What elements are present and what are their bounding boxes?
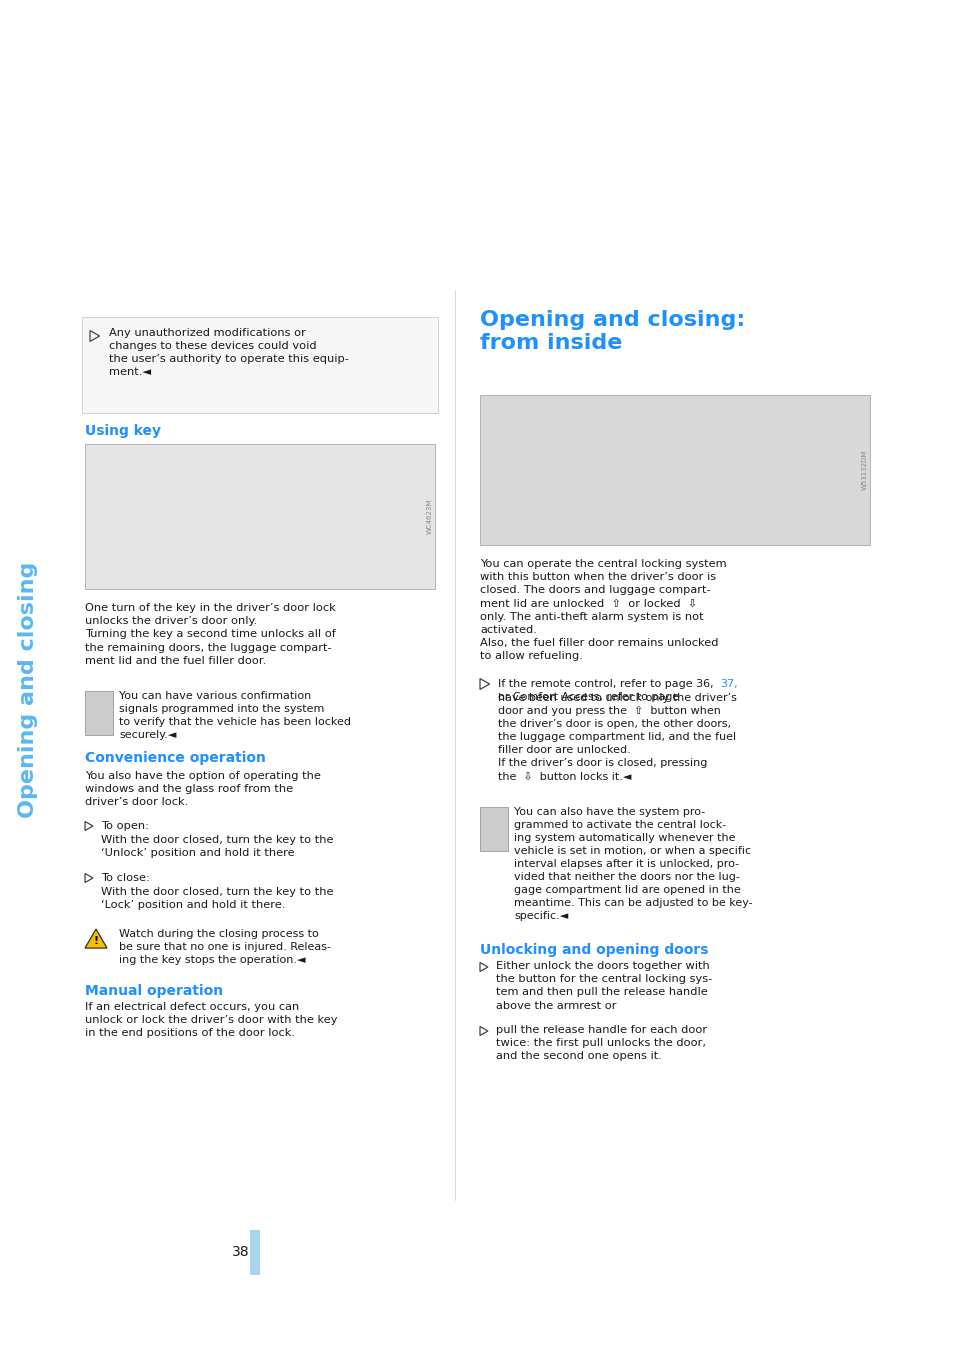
Text: You can operate the central locking system
with this button when the driver’s do: You can operate the central locking syst… (479, 559, 726, 662)
Text: If the remote control, refer to page 36,
or Comfort Access, refer to page: If the remote control, refer to page 36,… (497, 680, 713, 703)
Text: If an electrical defect occurs, you can
unlock or lock the driver’s door with th: If an electrical defect occurs, you can … (85, 1002, 337, 1039)
Text: With the door closed, turn the key to the
‘Unlock’ position and hold it there: With the door closed, turn the key to th… (101, 835, 334, 858)
Text: You can also have the system pro-
grammed to activate the central lock-
ing syst: You can also have the system pro- gramme… (514, 807, 752, 921)
Text: Manual operation: Manual operation (85, 984, 223, 998)
FancyBboxPatch shape (250, 1229, 260, 1275)
Text: Unlocking and opening doors: Unlocking and opening doors (479, 943, 708, 957)
Text: Any unauthorized modifications or
changes to these devices could void
the user’s: Any unauthorized modifications or change… (109, 328, 349, 377)
Text: To open:: To open: (101, 821, 149, 831)
Text: With the door closed, turn the key to the
‘Lock’ position and hold it there.: With the door closed, turn the key to th… (101, 888, 334, 911)
FancyBboxPatch shape (85, 444, 435, 589)
Text: You also have the option of operating the
windows and the glass roof from the
dr: You also have the option of operating th… (85, 771, 320, 808)
Text: have been used to unlock only the driver’s
door and you press the  ⇧  button whe: have been used to unlock only the driver… (497, 693, 736, 781)
Text: 38: 38 (232, 1246, 250, 1259)
Text: !: ! (93, 936, 98, 946)
Text: W53132DM: W53132DM (862, 450, 867, 490)
Text: 37,: 37, (720, 680, 737, 689)
Text: Convenience operation: Convenience operation (85, 751, 266, 765)
Text: Opening and closing: Opening and closing (18, 562, 38, 819)
Text: You can have various confirmation
signals programmed into the system
to verify t: You can have various confirmation signal… (119, 690, 351, 740)
Text: Watch during the closing process to
be sure that no one is injured. Releas-
ing : Watch during the closing process to be s… (119, 929, 331, 965)
Text: Either unlock the doors together with
the button for the central locking sys-
te: Either unlock the doors together with th… (496, 961, 712, 1011)
Text: Using key: Using key (85, 424, 161, 438)
Polygon shape (85, 929, 107, 948)
FancyBboxPatch shape (85, 690, 112, 735)
Text: pull the release handle for each door
twice: the first pull unlocks the door,
an: pull the release handle for each door tw… (496, 1025, 706, 1062)
FancyBboxPatch shape (479, 394, 869, 544)
Text: WC4623M: WC4623M (427, 499, 433, 534)
FancyBboxPatch shape (82, 317, 437, 413)
Text: To close:: To close: (101, 873, 150, 884)
Text: One turn of the key in the driver’s door lock
unlocks the driver’s door only.
Tu: One turn of the key in the driver’s door… (85, 603, 335, 666)
Text: Opening and closing:
from inside: Opening and closing: from inside (479, 309, 744, 353)
FancyBboxPatch shape (479, 807, 507, 851)
